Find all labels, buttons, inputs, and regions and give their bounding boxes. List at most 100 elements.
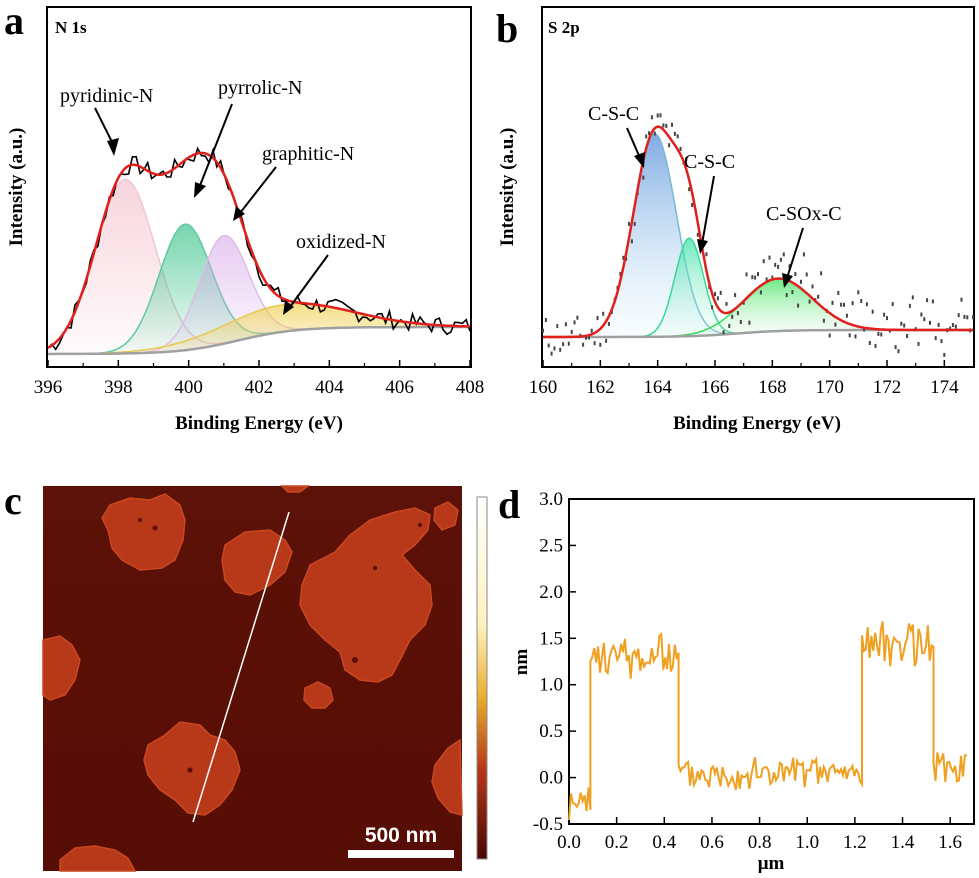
raw-data-point (547, 343, 550, 348)
x-tick-label: 1.0 (795, 832, 819, 853)
raw-data-point (544, 318, 547, 322)
raw-data-point (716, 296, 719, 301)
raw-data-point (802, 252, 805, 257)
raw-data-point (851, 301, 854, 306)
afm-scale-bar (348, 850, 454, 858)
raw-data-point (860, 299, 863, 303)
afm-pit (138, 518, 142, 522)
raw-data-point (848, 333, 851, 338)
raw-data-point (559, 347, 562, 352)
annotation-oxidized-n: oxidized-N (296, 231, 386, 253)
x-tick-label: 408 (456, 377, 485, 398)
x-tick-label: 166 (701, 377, 730, 398)
raw-data-point (648, 131, 651, 136)
raw-data-point (960, 297, 963, 302)
afm-island (299, 507, 433, 683)
peak-area-4 (48, 303, 470, 354)
arrow-oxidized-n (289, 254, 329, 308)
raw-data-point (745, 272, 748, 277)
raw-data-point (840, 302, 843, 307)
raw-data-point (671, 122, 673, 127)
raw-data-point (759, 290, 762, 295)
panel-b-xlabel: Binding Energy (eV) (673, 413, 841, 434)
raw-data-point (585, 335, 587, 340)
raw-data-point (943, 352, 946, 357)
panel-a-n1s-chart: N 1s 396 398 400 402 404 406 408 Binding Energ… (6, 6, 485, 434)
raw-data-point (891, 302, 894, 307)
raw-data-point (906, 334, 909, 338)
afm-island (101, 493, 186, 571)
raw-data-point (570, 329, 573, 334)
arrowhead-c-s-c-1 (634, 152, 645, 168)
raw-data-point (972, 315, 974, 320)
x-tick-label: 0.0 (557, 832, 581, 853)
baseline-curve (48, 325, 470, 356)
raw-data-point (868, 341, 871, 345)
x-tick-label: 0.4 (652, 832, 676, 853)
raw-data-point (757, 272, 759, 277)
panel-d-frame (568, 498, 975, 825)
raw-data-point (599, 342, 602, 347)
raw-data-point (765, 277, 768, 282)
raw-data-point (582, 342, 585, 347)
raw-data-point (650, 115, 653, 120)
raw-data-point (725, 301, 728, 306)
raw-data-point (768, 255, 771, 260)
raw-data-point (736, 311, 739, 316)
x-tick-label: 1.2 (843, 832, 867, 853)
panel-letter-c: c (4, 478, 22, 523)
raw-data-point (751, 275, 754, 280)
x-tick-label: 168 (758, 377, 787, 398)
x-tick-label: 0.8 (748, 832, 772, 853)
raw-data-point (957, 313, 960, 318)
arrow-c-s-c-1 (626, 127, 641, 159)
afm-island (303, 681, 334, 709)
afm-colorbar (476, 496, 488, 860)
afm-island (433, 501, 459, 531)
panel-c-afm-image: 500 nm (42, 485, 488, 872)
raw-data-point (573, 320, 576, 325)
panel-a-title: N 1s (55, 18, 87, 37)
x-tick-label: 396 (34, 377, 63, 398)
panel-letter-d: d (498, 482, 520, 527)
raw-data-point (642, 175, 645, 180)
raw-data-point (797, 303, 800, 308)
raw-data-point (845, 313, 848, 318)
raw-data-point (843, 302, 845, 307)
afm-island (42, 635, 81, 701)
raw-data-point (777, 264, 780, 269)
raw-data-point (728, 323, 731, 328)
raw-data-point (820, 271, 823, 276)
raw-data-point (865, 302, 868, 307)
peak-area-3 (543, 278, 973, 337)
raw-data-point (596, 316, 599, 321)
raw-data-point (791, 290, 794, 295)
raw-data-point (822, 318, 825, 323)
raw-data-point (903, 323, 906, 328)
raw-data-point (722, 330, 725, 335)
raw-data-point (900, 321, 903, 326)
arrowhead-oxidized-n (283, 300, 294, 315)
raw-data-point (567, 341, 570, 346)
raw-data-point (711, 305, 714, 310)
x-tick-label: 160 (529, 377, 558, 398)
raw-data-point (911, 295, 914, 300)
x-tick-label: 170 (815, 377, 844, 398)
annotation-pyrrolic-n: pyrrolic-N (218, 77, 302, 99)
raw-data-point (576, 315, 579, 320)
annotation-c-sox-c: C-SOx-C (766, 203, 842, 225)
x-tick-label: 400 (174, 377, 203, 398)
raw-data-point (966, 315, 969, 320)
raw-data-point (837, 290, 840, 295)
raw-data-point (931, 299, 934, 304)
raw-data-point (917, 341, 920, 346)
raw-data-point (929, 320, 931, 325)
raw-data-point (645, 134, 648, 139)
raw-data-point (774, 262, 777, 267)
raw-data-point (633, 221, 636, 226)
peak-area-2 (48, 224, 470, 354)
raw-data-point (863, 327, 866, 332)
raw-data-point (831, 300, 834, 305)
raw-data-point (628, 221, 630, 226)
panel-d-height-profile: 0.0 0.2 0.4 0.6 0.8 1.0 1.2 1.4 1.6-0.50.00.51.0… (511, 489, 975, 874)
